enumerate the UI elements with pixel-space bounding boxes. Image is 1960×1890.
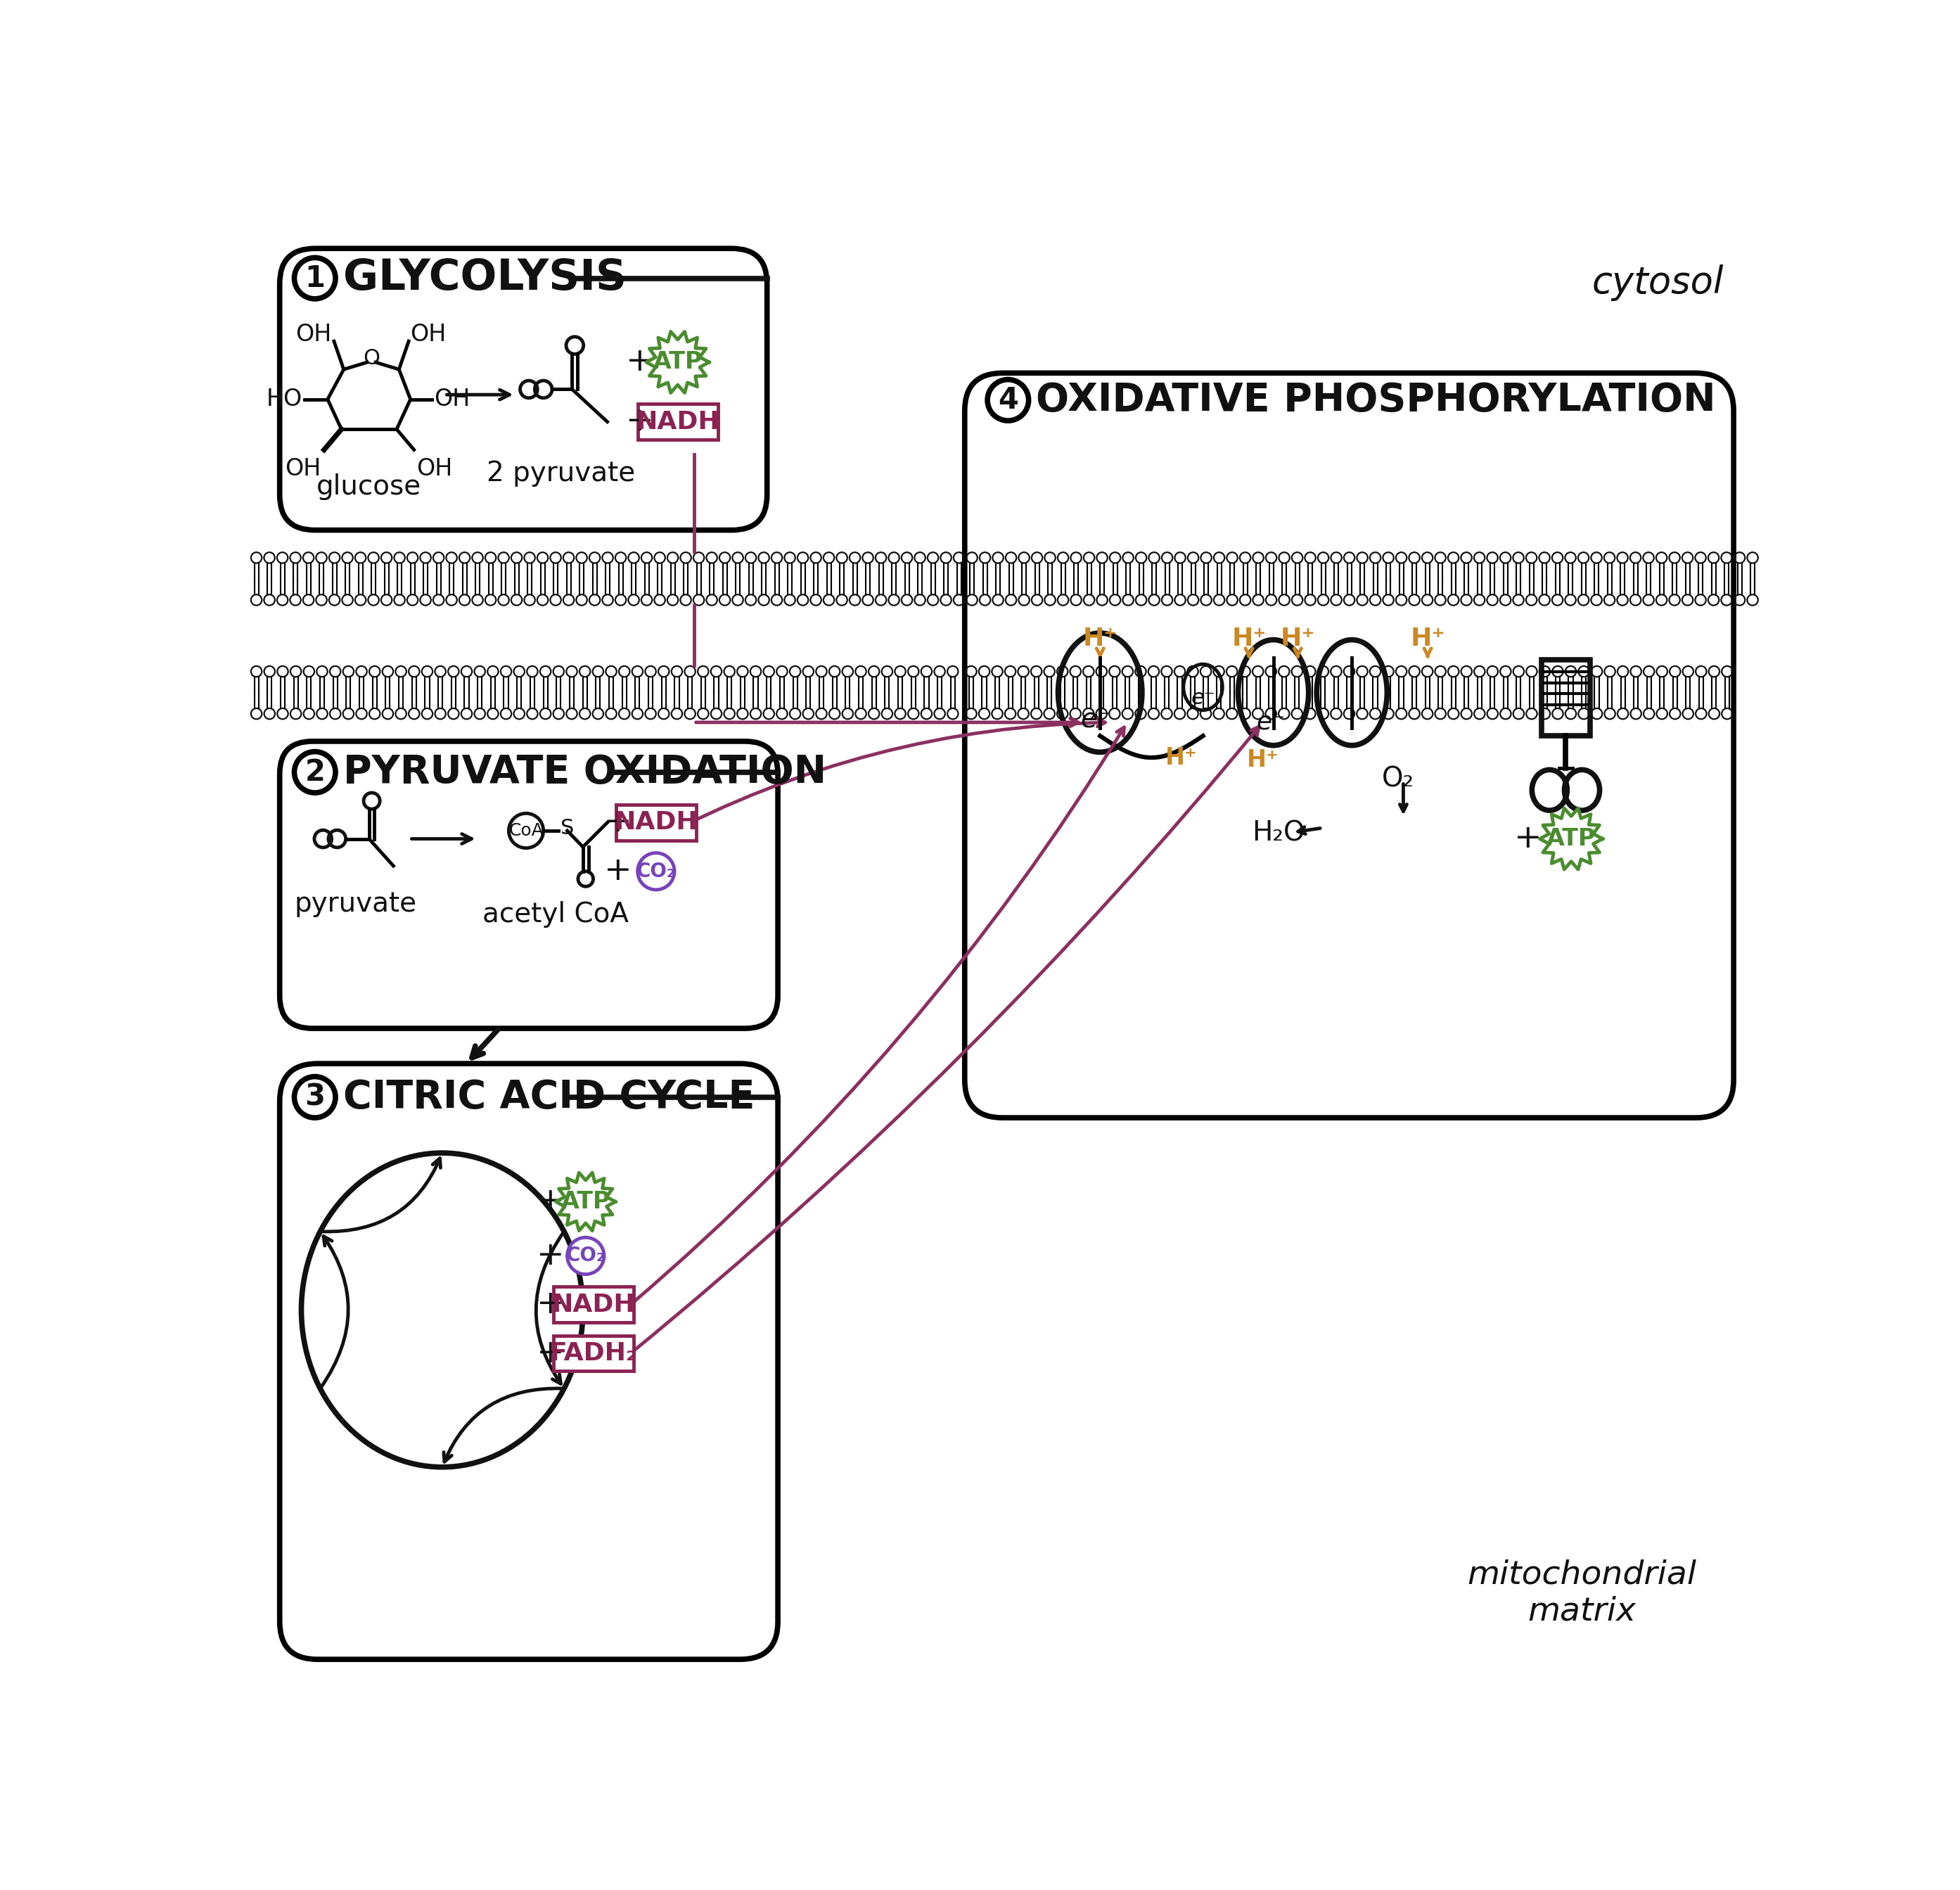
Text: e⁻: e⁻ bbox=[1256, 711, 1286, 735]
Text: 1: 1 bbox=[304, 263, 325, 293]
Text: CO₂: CO₂ bbox=[566, 1246, 606, 1266]
Text: 2 pyruvate: 2 pyruvate bbox=[486, 459, 635, 486]
Circle shape bbox=[566, 1238, 604, 1274]
FancyBboxPatch shape bbox=[615, 805, 696, 841]
Text: CITRIC ACID CYCLE: CITRIC ACID CYCLE bbox=[343, 1077, 755, 1117]
Text: PYRUVATE OXIDATION: PYRUVATE OXIDATION bbox=[343, 754, 827, 792]
Text: +: + bbox=[604, 856, 631, 886]
Text: acetyl CoA: acetyl CoA bbox=[482, 902, 629, 928]
Circle shape bbox=[637, 852, 674, 890]
Text: H⁺: H⁺ bbox=[1082, 626, 1117, 650]
Text: OH: OH bbox=[416, 457, 453, 480]
Text: H⁺: H⁺ bbox=[1166, 747, 1198, 769]
Text: ATP: ATP bbox=[561, 1191, 610, 1213]
Text: +: + bbox=[537, 1289, 564, 1321]
Text: NADH: NADH bbox=[553, 1293, 635, 1317]
Circle shape bbox=[294, 1077, 335, 1117]
Text: S: S bbox=[561, 818, 574, 839]
FancyBboxPatch shape bbox=[553, 1336, 633, 1372]
Text: GLYCOLYSIS: GLYCOLYSIS bbox=[343, 257, 627, 299]
Text: OH: OH bbox=[296, 323, 331, 346]
FancyBboxPatch shape bbox=[637, 404, 717, 440]
Text: FADH₂: FADH₂ bbox=[551, 1342, 637, 1365]
Text: ATP: ATP bbox=[1546, 828, 1595, 850]
Text: ATP: ATP bbox=[653, 352, 702, 374]
FancyBboxPatch shape bbox=[553, 1287, 633, 1323]
Text: mitochondrial
matrix: mitochondrial matrix bbox=[1468, 1559, 1697, 1627]
Polygon shape bbox=[557, 1172, 615, 1230]
Text: NADH: NADH bbox=[635, 410, 719, 433]
Text: glucose: glucose bbox=[318, 472, 421, 501]
Text: H⁺: H⁺ bbox=[1231, 626, 1266, 650]
Text: 4: 4 bbox=[998, 386, 1017, 416]
Text: O: O bbox=[363, 348, 380, 369]
Text: +: + bbox=[537, 1240, 564, 1272]
Text: H₂O: H₂O bbox=[1252, 820, 1305, 847]
Text: H⁺: H⁺ bbox=[1280, 626, 1315, 650]
Text: +: + bbox=[604, 807, 631, 839]
Circle shape bbox=[294, 752, 335, 792]
Text: +: + bbox=[625, 406, 655, 438]
Text: e⁻: e⁻ bbox=[1080, 707, 1111, 733]
Text: H⁺: H⁺ bbox=[1411, 626, 1445, 650]
Text: pyruvate: pyruvate bbox=[294, 890, 417, 917]
Text: OH: OH bbox=[284, 457, 321, 480]
Text: HO: HO bbox=[267, 387, 302, 410]
Text: OH: OH bbox=[435, 387, 470, 410]
Text: +: + bbox=[1513, 822, 1543, 854]
Polygon shape bbox=[647, 331, 710, 393]
Text: CoA: CoA bbox=[508, 822, 543, 839]
Text: +: + bbox=[625, 346, 655, 378]
Text: CO₂: CO₂ bbox=[637, 862, 676, 881]
Text: H⁺: H⁺ bbox=[1247, 748, 1278, 771]
Text: cytosol: cytosol bbox=[1592, 265, 1723, 301]
Bar bbox=[1541, 660, 1590, 735]
Circle shape bbox=[294, 257, 335, 299]
Text: e⁻: e⁻ bbox=[1192, 688, 1215, 709]
Text: 3: 3 bbox=[304, 1083, 325, 1111]
Text: O₂: O₂ bbox=[1382, 765, 1413, 792]
Text: OH: OH bbox=[410, 323, 445, 346]
Text: +: + bbox=[537, 1338, 564, 1368]
Polygon shape bbox=[1541, 809, 1603, 869]
Text: OXIDATIVE PHOSPHORYLATION: OXIDATIVE PHOSPHORYLATION bbox=[1037, 382, 1715, 420]
Text: +: + bbox=[537, 1185, 564, 1217]
Circle shape bbox=[988, 380, 1029, 421]
Text: NADH: NADH bbox=[613, 811, 698, 835]
Text: 2: 2 bbox=[304, 758, 325, 786]
